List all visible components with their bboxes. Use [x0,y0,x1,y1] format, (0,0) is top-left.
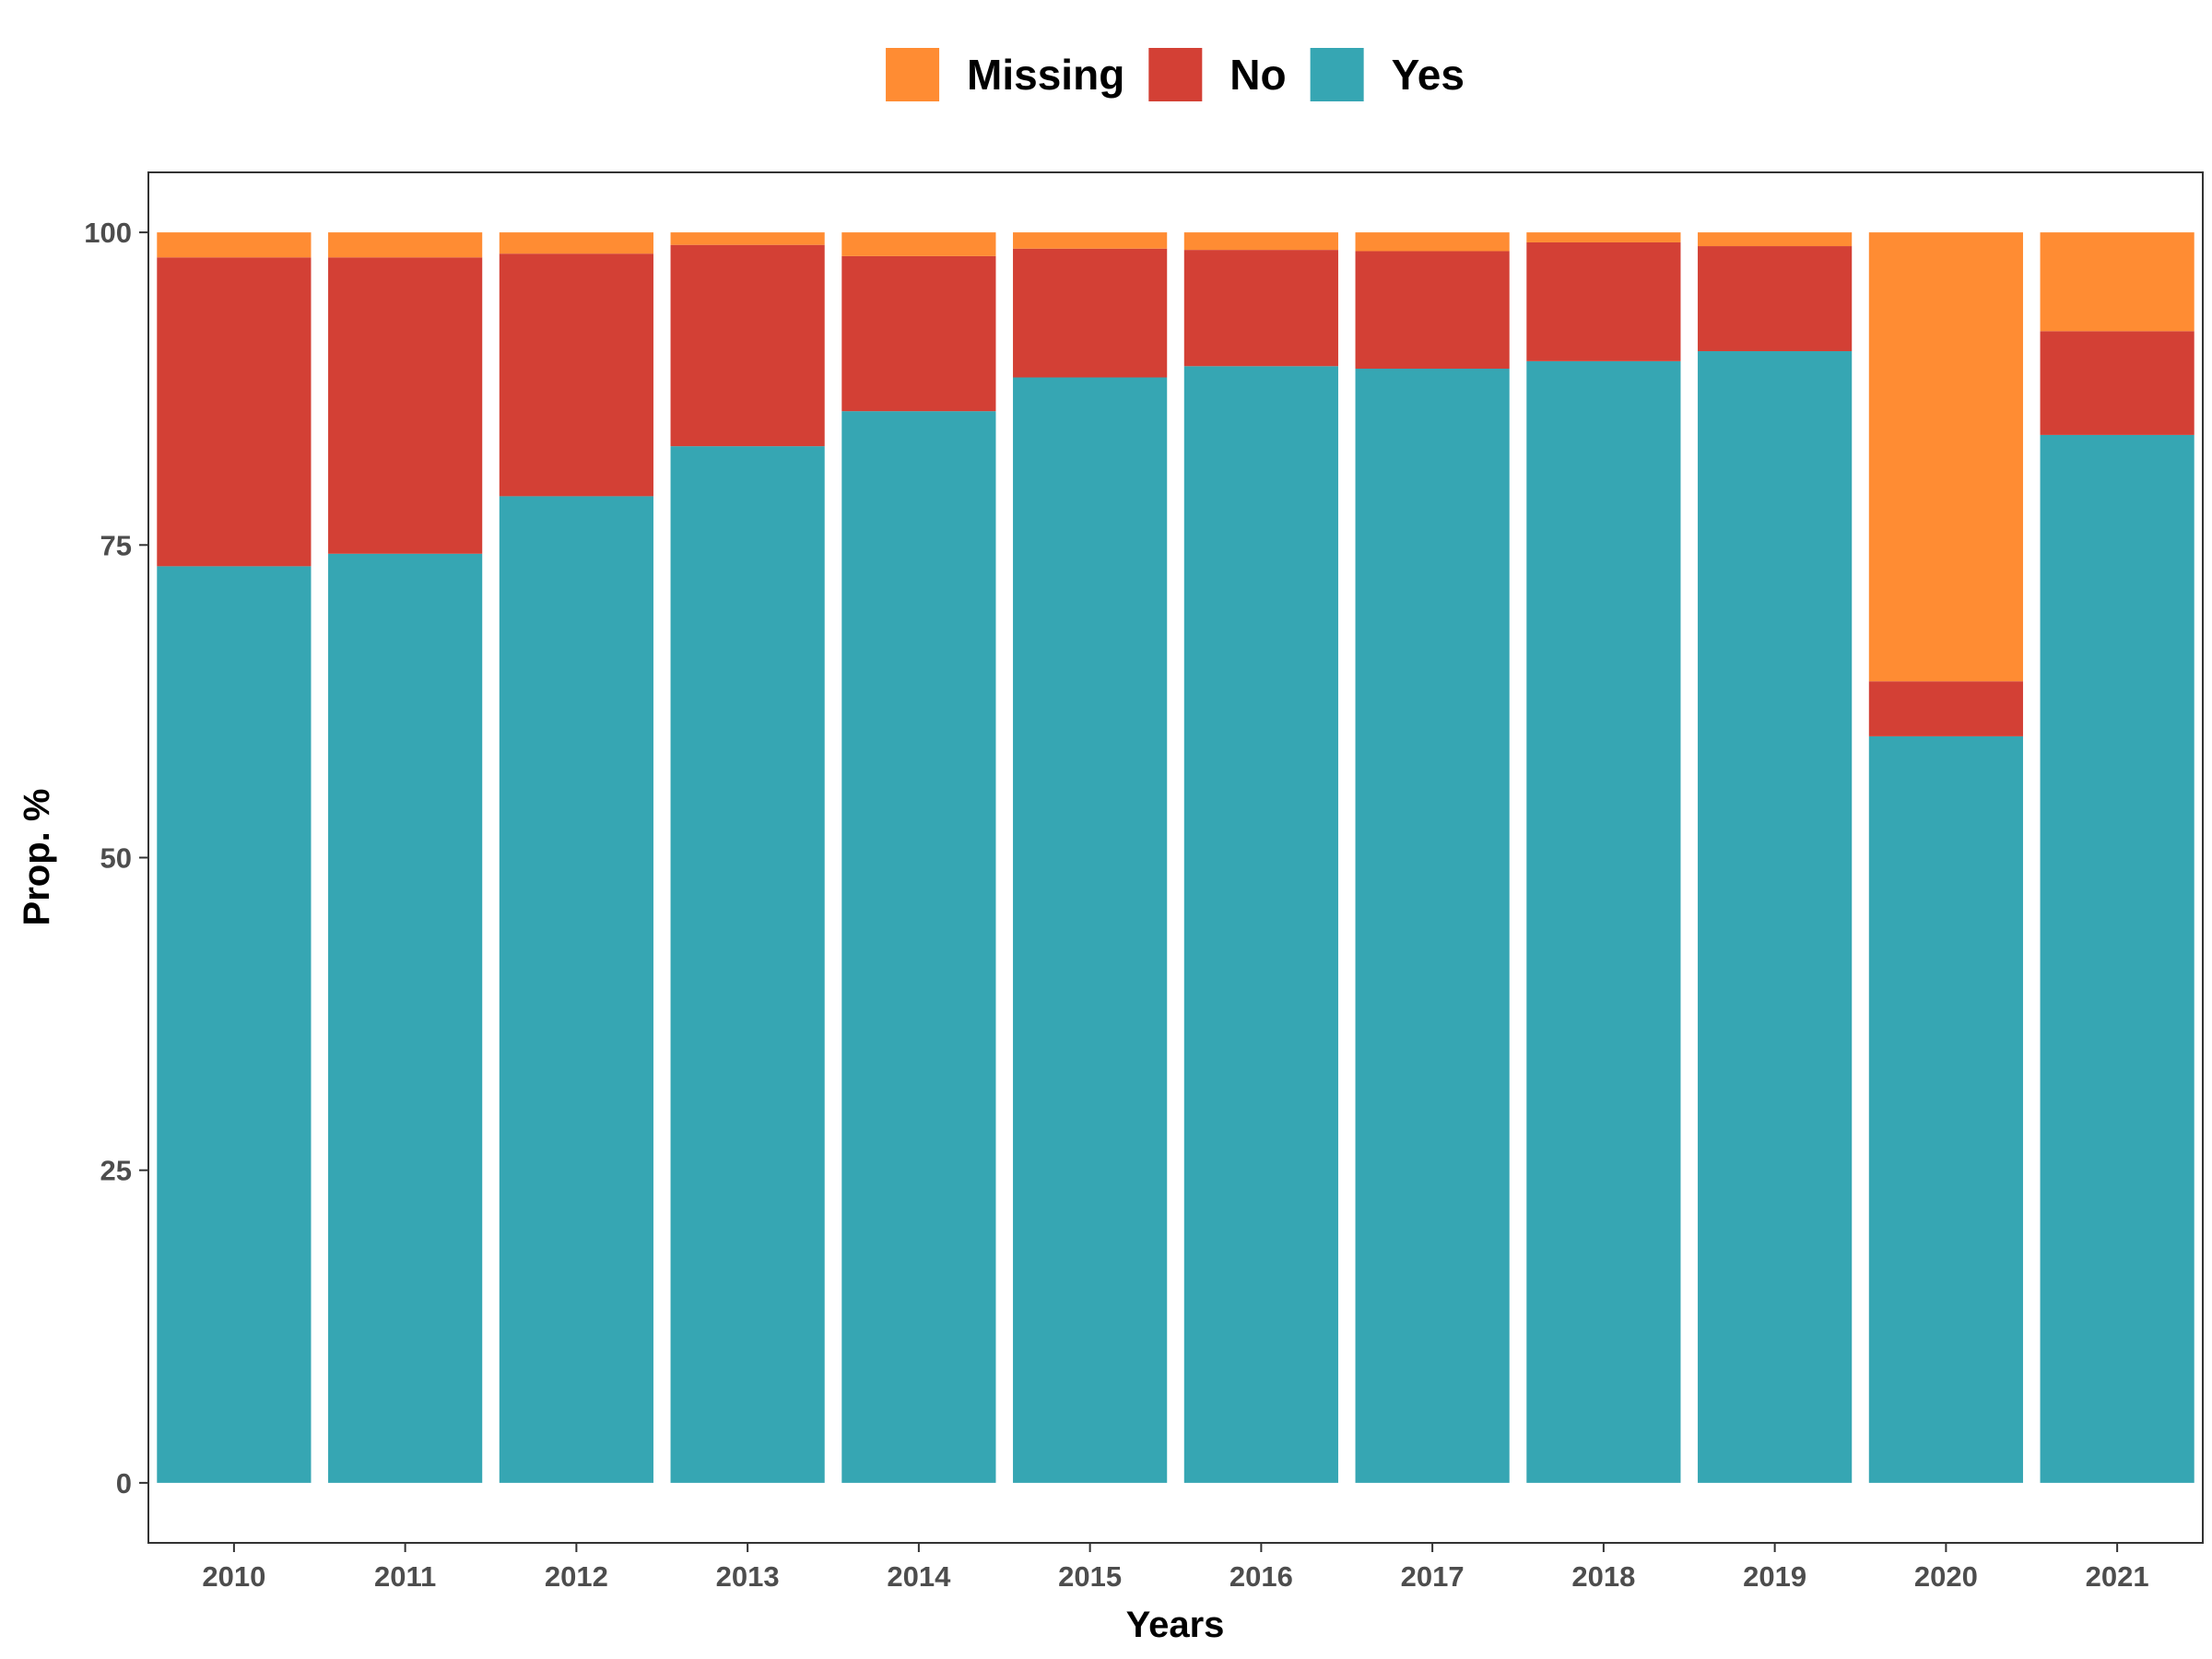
x-tick-label: 2010 [202,1560,265,1593]
x-tick-label: 2019 [1743,1560,1806,1593]
bar-no-2014 [841,255,996,412]
bar-missing-2021 [2040,232,2194,332]
bar-yes-2015 [1013,377,1168,1483]
bar-missing-2010 [157,232,312,258]
bar-yes-2021 [2040,434,2194,1483]
bar-yes-2010 [157,566,312,1483]
bar-no-2012 [499,253,653,497]
bar-yes-2014 [841,411,996,1483]
x-tick-label: 2017 [1401,1560,1465,1593]
bar-no-2018 [1526,241,1681,361]
bar-no-2010 [157,257,312,567]
y-axis: 0 25 50 75 100 [84,217,148,1500]
bar-no-2013 [670,244,825,447]
bar-missing-2020 [1868,232,2023,682]
x-tick-label: 2014 [887,1560,951,1593]
y-tick-label: 0 [116,1467,132,1500]
bar-missing-2011 [328,232,483,258]
x-tick-label: 2012 [545,1560,608,1593]
y-tick-label: 25 [100,1155,132,1187]
x-axis: 2010 2011 2012 2013 2014 2015 2016 2017 2018 2019… [202,1543,2149,1593]
bar-no-2019 [1698,246,1853,352]
bar-yes-2016 [1183,366,1338,1483]
y-tick-label: 100 [84,217,132,249]
x-tick-label: 2016 [1230,1560,1293,1593]
legend-key-yes [1310,48,1364,101]
x-axis-title: Years [1126,1605,1225,1645]
x-tick-label: 2021 [2086,1560,2149,1593]
bar-no-2011 [328,257,483,554]
bar-no-2020 [1868,681,2023,736]
legend-key-no [1148,48,1203,101]
bar-yes-2013 [670,446,825,1483]
legend: Missing No Yes [886,48,1465,101]
bar-no-2016 [1183,250,1338,367]
bar-yes-2018 [1526,360,1681,1483]
bar-missing-2014 [841,232,996,256]
bar-missing-2013 [670,232,825,245]
bar-yes-2011 [328,553,483,1483]
legend-label-missing: Missing [967,51,1124,99]
bar-missing-2012 [499,232,653,254]
bars-group [157,232,2194,1483]
bar-no-2015 [1013,248,1168,378]
x-tick-label: 2013 [716,1560,780,1593]
x-tick-label: 2011 [374,1560,436,1593]
bar-yes-2012 [499,496,653,1483]
bar-yes-2017 [1355,369,1510,1483]
bar-yes-2020 [1868,735,2023,1483]
legend-label-no: No [1230,51,1286,99]
bar-missing-2017 [1355,232,1510,252]
y-tick-label: 50 [100,842,132,875]
legend-key-missing [886,48,940,101]
bar-missing-2019 [1698,232,1853,247]
legend-label-yes: Yes [1392,51,1465,99]
bar-no-2021 [2040,331,2194,435]
x-tick-label: 2020 [1914,1560,1978,1593]
bar-missing-2015 [1013,232,1168,249]
x-tick-label: 2015 [1058,1560,1122,1593]
y-axis-title: Prop. % [17,789,57,926]
bar-missing-2016 [1183,232,1338,251]
bar-missing-2018 [1526,232,1681,242]
plot-panel [147,171,2204,1544]
bar-no-2017 [1355,251,1510,370]
x-tick-label: 2018 [1571,1560,1635,1593]
y-tick-label: 75 [100,529,132,561]
bar-yes-2019 [1698,351,1853,1483]
